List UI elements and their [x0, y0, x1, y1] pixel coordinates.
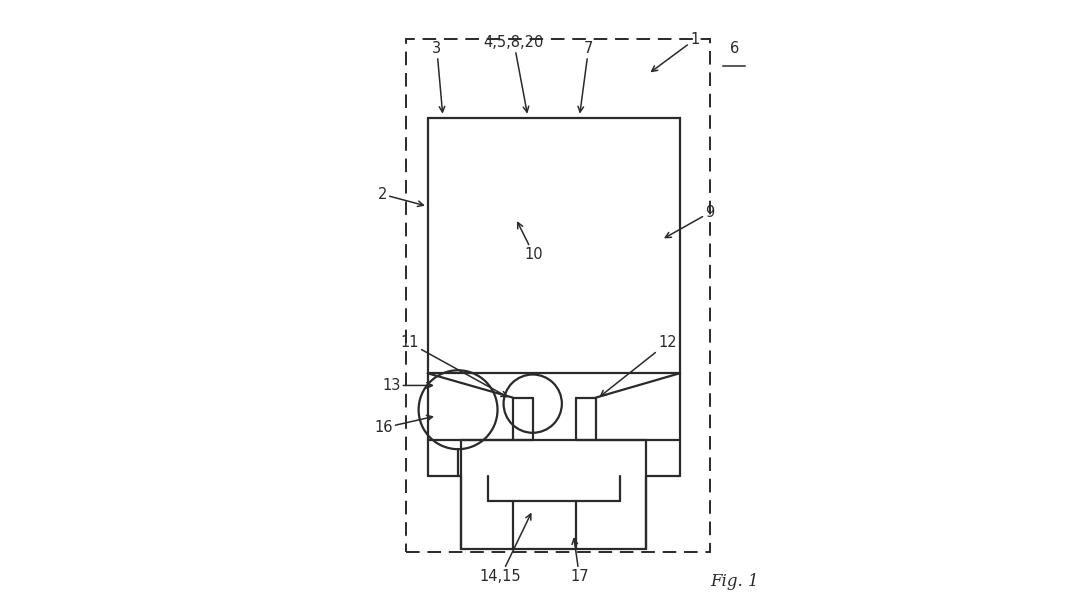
Text: 6: 6: [730, 41, 739, 56]
Text: 16: 16: [374, 415, 432, 435]
Bar: [461, 440, 646, 549]
Text: 9: 9: [665, 205, 715, 237]
Text: 13: 13: [382, 378, 432, 393]
Text: 2: 2: [378, 187, 423, 206]
Text: Fig. 1: Fig. 1: [710, 573, 758, 590]
Text: 14,15: 14,15: [480, 514, 531, 584]
Text: 3: 3: [432, 41, 445, 112]
Text: 17: 17: [570, 538, 589, 584]
Text: 1: 1: [651, 32, 700, 72]
Text: 10: 10: [517, 223, 543, 262]
Bar: [406, 39, 710, 552]
Text: 11: 11: [401, 336, 507, 396]
Bar: [428, 118, 679, 373]
Text: 4,5,8,20: 4,5,8,20: [484, 35, 544, 112]
Text: 7: 7: [578, 41, 593, 112]
Text: 12: 12: [600, 336, 677, 396]
